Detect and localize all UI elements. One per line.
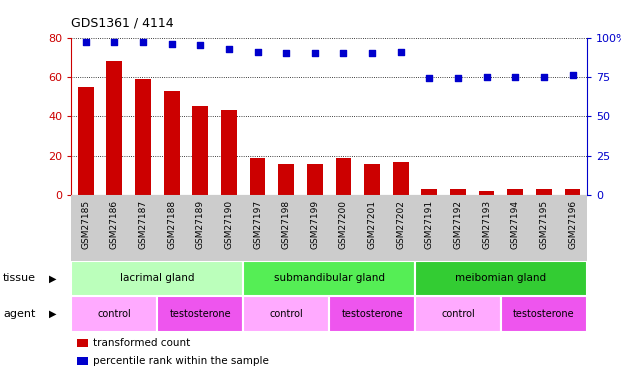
Bar [71,296,157,332]
Bar [78,87,94,195]
Bar [278,164,294,195]
Point [253,49,263,55]
Bar [536,189,552,195]
Bar [243,261,415,296]
Point [510,74,520,80]
Text: GSM27186: GSM27186 [110,200,119,249]
Text: GSM27198: GSM27198 [282,200,291,249]
Text: GSM27200: GSM27200 [339,200,348,249]
Bar [501,296,587,332]
Point [281,50,291,56]
Bar [415,261,587,296]
Text: GSM27189: GSM27189 [196,200,205,249]
Text: agent: agent [3,309,35,319]
Text: control: control [97,309,131,319]
Text: GSM27199: GSM27199 [310,200,319,249]
Text: testosterone: testosterone [342,309,403,319]
Bar [415,296,501,332]
Bar [76,357,88,365]
Text: GSM27190: GSM27190 [224,200,233,249]
Text: ▶: ▶ [49,273,57,284]
Point [367,50,377,56]
Bar [479,191,494,195]
Point [166,41,176,47]
Point [338,50,348,56]
Text: GSM27193: GSM27193 [482,200,491,249]
Point [138,39,148,45]
Text: percentile rank within the sample: percentile rank within the sample [93,356,269,366]
Text: GSM27188: GSM27188 [167,200,176,249]
Bar [329,296,415,332]
Bar [422,189,437,195]
Point [396,49,406,55]
Text: GSM27196: GSM27196 [568,200,577,249]
Text: testosterone: testosterone [170,309,231,319]
Text: GSM27187: GSM27187 [138,200,148,249]
Text: transformed count: transformed count [93,338,190,348]
Bar [106,61,122,195]
Text: meibomian gland: meibomian gland [455,273,546,284]
Point [310,50,320,56]
Bar [193,106,208,195]
Bar [250,158,265,195]
Point [482,74,492,80]
Text: lacrimal gland: lacrimal gland [120,273,194,284]
Bar [221,110,237,195]
Text: GSM27202: GSM27202 [396,200,406,249]
Point [109,39,119,45]
Bar [364,164,380,195]
Point [539,74,549,80]
Bar [507,189,523,195]
Point [453,75,463,81]
Bar [243,296,329,332]
Bar [307,164,323,195]
Text: testosterone: testosterone [513,309,574,319]
Point [568,72,578,78]
Bar [157,296,243,332]
Text: GSM27194: GSM27194 [510,200,520,249]
Bar [450,189,466,195]
Text: tissue: tissue [3,273,36,284]
Bar [335,158,351,195]
Point [195,42,205,48]
Bar [393,162,409,195]
Point [81,39,91,45]
Text: GSM27197: GSM27197 [253,200,262,249]
Bar [76,339,88,347]
Text: GSM27195: GSM27195 [540,200,548,249]
Bar [564,189,581,195]
Text: GSM27201: GSM27201 [368,200,376,249]
Text: control: control [441,309,475,319]
Bar [135,79,151,195]
Point [424,75,434,81]
Text: GDS1361 / 4114: GDS1361 / 4114 [71,17,174,30]
Text: ▶: ▶ [49,309,57,319]
Point [224,45,234,51]
Bar [71,261,243,296]
Text: GSM27185: GSM27185 [81,200,90,249]
Text: submandibular gland: submandibular gland [274,273,384,284]
Text: GSM27191: GSM27191 [425,200,434,249]
Text: GSM27192: GSM27192 [453,200,463,249]
Bar [164,91,179,195]
Text: control: control [270,309,303,319]
